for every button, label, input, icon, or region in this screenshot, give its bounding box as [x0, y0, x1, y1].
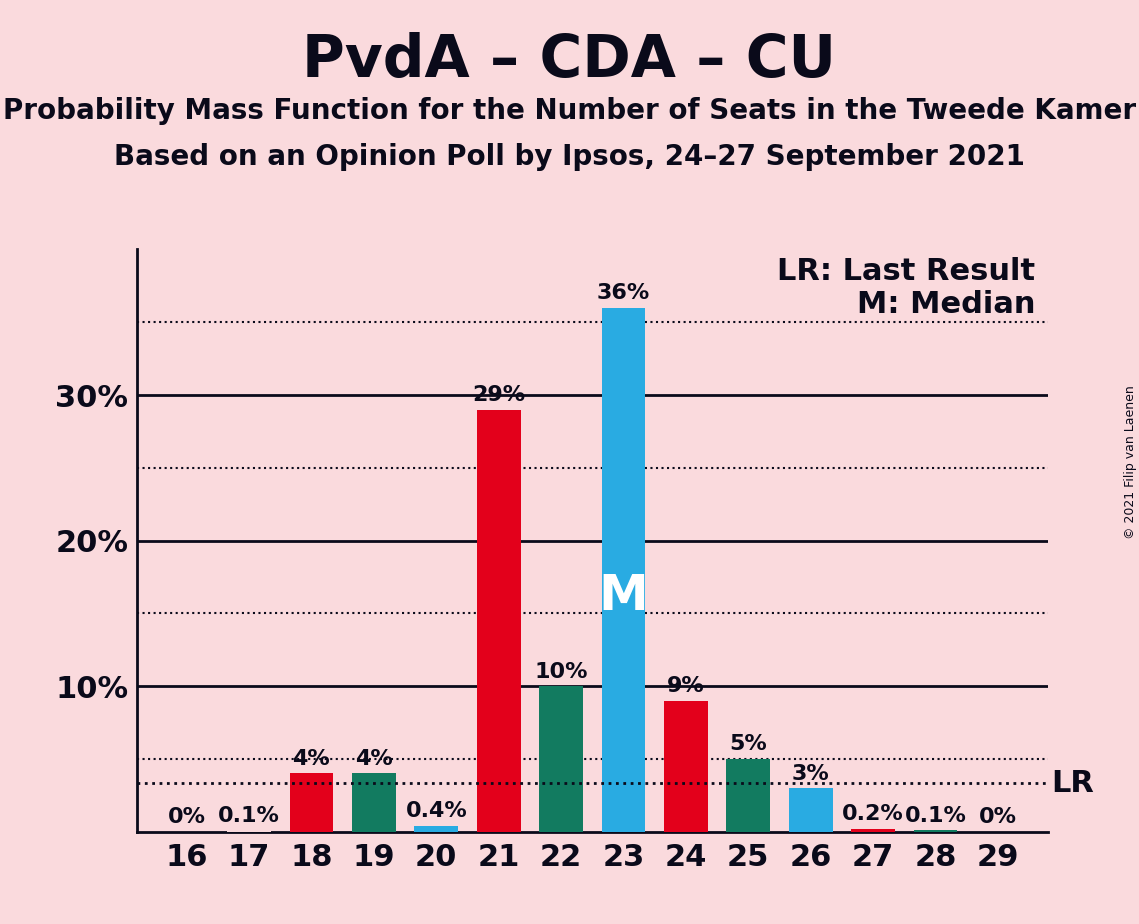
Text: 0.2%: 0.2%: [842, 804, 904, 824]
Text: 5%: 5%: [729, 735, 768, 755]
Bar: [289, 773, 334, 832]
Bar: [477, 409, 521, 832]
Text: M: M: [599, 572, 648, 620]
Text: 36%: 36%: [597, 284, 650, 303]
Text: M: Median: M: Median: [857, 290, 1035, 319]
Text: 0.1%: 0.1%: [218, 806, 280, 826]
Bar: [227, 830, 271, 832]
Text: Probability Mass Function for the Number of Seats in the Tweede Kamer: Probability Mass Function for the Number…: [3, 97, 1136, 125]
Text: 10%: 10%: [534, 662, 588, 682]
Text: PvdA – CDA – CU: PvdA – CDA – CU: [303, 32, 836, 90]
Bar: [851, 829, 895, 832]
Bar: [539, 686, 583, 832]
Text: 0%: 0%: [978, 808, 1017, 827]
Bar: [913, 830, 958, 832]
Text: LR: LR: [1051, 769, 1093, 797]
Text: LR: Last Result: LR: Last Result: [777, 257, 1035, 286]
Text: © 2021 Filip van Laenen: © 2021 Filip van Laenen: [1124, 385, 1137, 539]
Bar: [415, 826, 458, 832]
Text: 0.4%: 0.4%: [405, 801, 467, 821]
Text: 4%: 4%: [293, 749, 330, 769]
Text: 4%: 4%: [355, 749, 393, 769]
Text: 9%: 9%: [667, 676, 705, 697]
Bar: [789, 788, 833, 832]
Bar: [664, 700, 707, 832]
Bar: [601, 308, 646, 832]
Text: 0%: 0%: [167, 808, 206, 827]
Bar: [352, 773, 395, 832]
Text: 29%: 29%: [472, 385, 525, 406]
Text: Based on an Opinion Poll by Ipsos, 24–27 September 2021: Based on an Opinion Poll by Ipsos, 24–27…: [114, 143, 1025, 171]
Bar: [727, 759, 770, 832]
Text: 3%: 3%: [792, 763, 829, 784]
Text: 0.1%: 0.1%: [904, 806, 967, 826]
